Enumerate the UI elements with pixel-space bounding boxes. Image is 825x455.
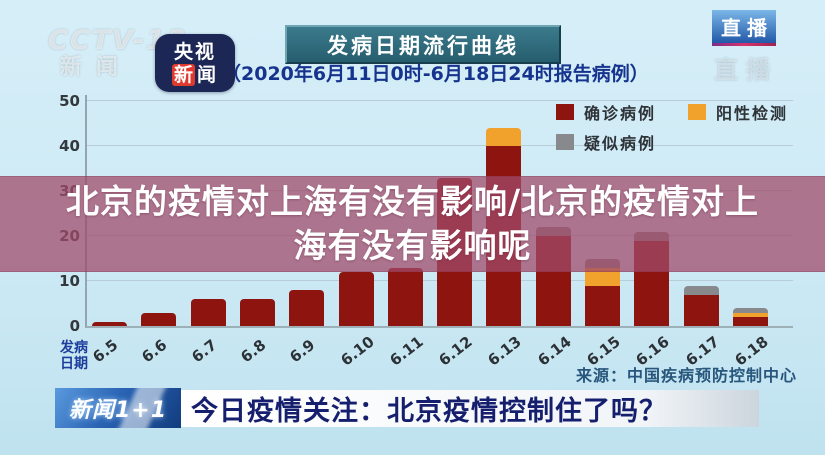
legend-label-confirmed: 确诊病例	[584, 104, 657, 123]
bar-6.15-segment-阳性检测	[585, 267, 620, 286]
gridline-50	[87, 100, 793, 101]
x-tick-6.11: 6.11	[386, 332, 427, 370]
legend-item-suspected: 疑似病例	[556, 130, 688, 154]
bar-6.6-segment-确诊病例	[141, 312, 177, 326]
live-badge: 直播	[712, 10, 776, 43]
bar-6.5-segment-确诊病例	[92, 321, 127, 326]
y-tick-50: 50	[59, 92, 80, 110]
caption-overlay: 北京的疫情对上海有没有影响/北京的疫情对上 海有没有影响呢	[0, 176, 825, 272]
bar-6.15-segment-确诊病例	[585, 285, 620, 326]
live-ghost-watermark: 直播	[714, 56, 778, 84]
x-tick-6.6: 6.6	[138, 335, 171, 367]
legend-row-2: 疑似病例	[556, 130, 820, 154]
bar-6.10	[338, 272, 374, 326]
ticker-headline-strip: 今日疫情关注：北京疫情控制住了吗？	[181, 390, 759, 427]
cctv-news-badge-rest: 闻	[197, 63, 219, 86]
bar-6.9	[289, 290, 325, 326]
bar-6.17-segment-疑似病例	[683, 285, 719, 295]
bar-6.8-segment-确诊病例	[239, 299, 275, 326]
cctv-news-badge-row1: 央视	[173, 40, 216, 63]
x-tick-6.13: 6.13	[484, 332, 526, 370]
bar-6.7	[190, 299, 226, 326]
legend-swatch-suspected	[556, 134, 574, 150]
bar-6.18-segment-确诊病例	[732, 317, 768, 326]
legend-swatch-confirmed	[556, 104, 574, 120]
caption-line-2: 海有没有影响呢	[293, 226, 532, 265]
x-axis-title: 发病 日期	[60, 340, 88, 372]
ticker-headline: 今日疫情关注：北京疫情控制住了吗？	[191, 396, 667, 427]
legend-row-1: 确诊病例 阳性检测	[556, 100, 820, 124]
bar-6.9-segment-确诊病例	[289, 290, 325, 326]
legend-label-suspected: 疑似病例	[584, 134, 657, 153]
y-tick-0: 0	[69, 317, 80, 335]
gridline-40	[87, 145, 793, 146]
x-tick-6.8: 6.8	[237, 335, 270, 367]
data-source-note: 来源：中国疾病预防控制中心	[576, 366, 798, 385]
cctv-news-badge: 央视 新 闻	[155, 34, 235, 92]
chart-legend: 确诊病例 阳性检测 疑似病例	[556, 100, 820, 160]
live-badge-underline	[712, 43, 776, 46]
bar-6.11-segment-确诊病例	[387, 267, 423, 326]
bar-6.7-segment-确诊病例	[190, 299, 226, 326]
cctv-news-badge-red-char: 新	[171, 63, 195, 86]
x-axis-title-line: 发病	[60, 340, 88, 356]
bar-6.6	[141, 312, 177, 326]
bar-6.18	[732, 308, 768, 326]
live-badge-label: 直播	[721, 16, 773, 40]
x-tick-6.14: 6.14	[534, 332, 575, 370]
y-tick-10: 10	[59, 272, 80, 290]
x-tick-6.7: 6.7	[187, 335, 220, 367]
legend-swatch-positive	[688, 104, 706, 120]
x-tick-6.5: 6.5	[89, 335, 122, 367]
legend-item-positive: 阳性检测	[688, 100, 820, 124]
news-1plus1-logo: 新闻1+1	[55, 388, 181, 428]
x-tick-6.9: 6.9	[286, 335, 319, 367]
bar-6.5	[92, 321, 127, 326]
news-1plus1-logo-text: 新闻1+1	[68, 398, 168, 423]
legend-item-confirmed: 确诊病例	[556, 100, 688, 124]
caption-line-1: 北京的疫情对上海有没有影响/北京的疫情对上	[65, 182, 760, 221]
bar-6.18-segment-阳性检测	[732, 312, 768, 317]
x-tick-6.12: 6.12	[435, 332, 476, 370]
bar-6.10-segment-确诊病例	[338, 272, 374, 326]
legend-label-positive: 阳性检测	[716, 104, 789, 123]
chart-title-bar: 发病日期流行曲线	[285, 25, 561, 64]
x-tick-6.10: 6.10	[336, 332, 378, 370]
y-tick-40: 40	[59, 137, 80, 155]
bar-6.17-segment-确诊病例	[683, 294, 719, 326]
x-axis-title-line: 日期	[60, 356, 88, 372]
chart-title: 发病日期流行曲线	[327, 33, 519, 58]
cctv-news-badge-row2: 新 闻	[171, 63, 219, 86]
bar-6.18-segment-疑似病例	[732, 308, 768, 313]
bar-6.13-segment-阳性检测	[486, 128, 522, 146]
bar-6.8	[239, 299, 275, 326]
cctv-watermark-line2: 新闻	[60, 54, 133, 80]
bar-6.17	[683, 285, 719, 326]
chart-subtitle: （2020年6月11日0时-6月18日24时报告病例）	[222, 63, 649, 85]
bar-6.11	[387, 267, 423, 326]
